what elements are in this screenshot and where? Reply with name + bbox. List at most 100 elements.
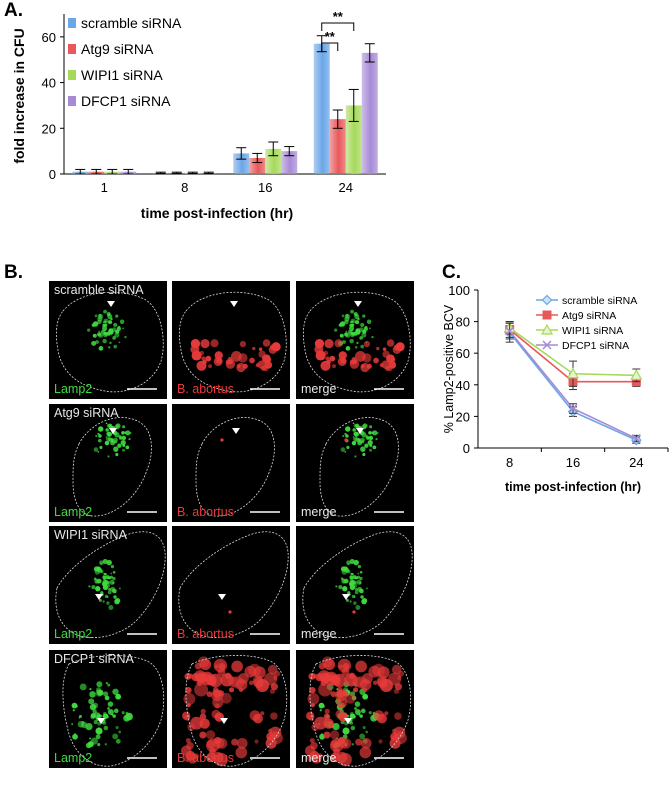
arrowhead-icon bbox=[232, 428, 240, 434]
bar bbox=[281, 151, 298, 174]
marker-diamond bbox=[541, 294, 553, 306]
bacteria-signal bbox=[352, 610, 356, 614]
marker-triangle bbox=[540, 323, 554, 335]
channel-label: merge bbox=[301, 627, 337, 641]
arrowhead-icon bbox=[97, 718, 105, 724]
cell-outline bbox=[185, 655, 288, 767]
cell-outline bbox=[72, 417, 152, 517]
bacteria-signal bbox=[190, 338, 281, 373]
channel-label: B. abortus bbox=[177, 505, 234, 519]
micrograph-merge: merge bbox=[296, 650, 414, 768]
legend-swatch bbox=[68, 44, 76, 54]
x-axis-label: time post-infection (hr) bbox=[141, 205, 293, 221]
significance-label: ** bbox=[325, 29, 336, 44]
y-axis-label: % Lamp2-positive BCV bbox=[442, 304, 456, 433]
channel-label: Lamp2 bbox=[54, 627, 93, 641]
x-tick-label: 16 bbox=[566, 455, 580, 470]
y-axis-label: fold increase in CFU bbox=[11, 28, 27, 163]
panel-label-a: A. bbox=[4, 0, 23, 21]
legend-label: DFCP1 siRNA bbox=[562, 340, 629, 352]
arrowhead-icon bbox=[107, 301, 115, 307]
micrograph-merge: merge bbox=[296, 281, 414, 399]
legend-swatch bbox=[68, 70, 76, 80]
bar bbox=[249, 158, 266, 174]
cell-outline bbox=[178, 291, 287, 393]
micrograph-image bbox=[55, 291, 164, 393]
micrograph-image bbox=[72, 417, 157, 517]
micrograph-lamp2: WIPI1 siRNA Lamp2 bbox=[49, 526, 167, 644]
y-tick-label: 80 bbox=[456, 315, 470, 330]
x-tick-label: 16 bbox=[258, 180, 272, 195]
x-tick-label: 24 bbox=[339, 180, 353, 195]
condition-label: DFCP1 siRNA bbox=[54, 652, 134, 666]
micrograph-image bbox=[319, 417, 404, 517]
marker-x bbox=[631, 433, 641, 444]
bacteria-signal bbox=[220, 438, 224, 442]
legend-swatch bbox=[68, 96, 76, 106]
y-tick-label: 0 bbox=[49, 167, 56, 182]
arrowhead-icon bbox=[95, 594, 103, 600]
marker-x bbox=[505, 326, 515, 336]
micrograph-abortus: B. abortus bbox=[172, 526, 290, 644]
legend-label: DFCP1 siRNA bbox=[81, 93, 171, 109]
cell-outline bbox=[62, 655, 165, 767]
legend-label: WIPI1 siRNA bbox=[562, 325, 623, 337]
channel-label: merge bbox=[301, 751, 337, 765]
significance-label: ** bbox=[333, 9, 344, 24]
marker-triangle bbox=[566, 367, 580, 379]
arrowhead-icon bbox=[344, 718, 352, 724]
micrograph-lamp2: DFCP1 siRNA Lamp2 bbox=[49, 650, 167, 768]
legend-label: WIPI1 siRNA bbox=[81, 67, 163, 83]
bacteria-signal bbox=[344, 438, 348, 442]
marker-x bbox=[568, 403, 578, 414]
cell-outline bbox=[195, 417, 275, 517]
marker-triangle bbox=[630, 369, 643, 380]
bar-chart-cfu: 0 20 40 60 1 8 16 24 ** ** scramble siRNA Atg9 siRN… bbox=[11, 9, 386, 221]
micrograph-image bbox=[302, 291, 411, 393]
cell-outline bbox=[319, 417, 399, 517]
micrograph-abortus: B. abortus bbox=[172, 650, 290, 768]
condition-label: Atg9 siRNA bbox=[54, 406, 119, 420]
y-tick-label: 0 bbox=[463, 441, 470, 456]
micrograph-merge: merge bbox=[296, 526, 414, 644]
condition-label: scramble siRNA bbox=[54, 283, 144, 297]
x-tick-label: 1 bbox=[101, 180, 108, 195]
bar bbox=[265, 148, 282, 174]
bacteria-signal bbox=[314, 338, 405, 373]
x-tick-label: 8 bbox=[181, 180, 188, 195]
micrograph-image bbox=[302, 531, 413, 638]
significance-bracket: ** bbox=[321, 9, 355, 31]
micrograph-image bbox=[195, 417, 280, 517]
channel-label: B. abortus bbox=[177, 627, 234, 641]
bacteria-signal bbox=[228, 610, 232, 614]
cell-outline bbox=[309, 655, 412, 767]
lamp2-signal bbox=[334, 309, 374, 351]
y-tick-label: 40 bbox=[42, 76, 56, 91]
micrograph-lamp2: Atg9 siRNA Lamp2 bbox=[49, 404, 167, 522]
marker-square bbox=[542, 310, 552, 320]
x-tick-label: 24 bbox=[629, 455, 643, 470]
y-tick-label: 60 bbox=[42, 30, 56, 45]
cell-outline bbox=[302, 291, 411, 393]
y-tick-label: 100 bbox=[448, 283, 470, 298]
bacteria-signal bbox=[180, 656, 283, 767]
legend-label: Atg9 siRNA bbox=[562, 310, 616, 322]
legend-label: Atg9 siRNA bbox=[81, 41, 154, 57]
micrograph-lamp2: scramble siRNA Lamp2 bbox=[49, 281, 167, 399]
micrograph-merge: merge bbox=[296, 404, 414, 522]
bar bbox=[329, 119, 346, 174]
arrowhead-icon bbox=[354, 301, 362, 307]
channel-label: Lamp2 bbox=[54, 382, 93, 396]
y-tick-label: 20 bbox=[42, 121, 56, 136]
micrograph-image bbox=[178, 291, 287, 393]
channel-label: B. abortus bbox=[177, 751, 234, 765]
lamp2-signal bbox=[71, 681, 133, 749]
channel-label: Lamp2 bbox=[54, 505, 93, 519]
micrograph-image bbox=[304, 655, 412, 767]
legend-label: scramble siRNA bbox=[562, 295, 637, 307]
bacteria-signal bbox=[304, 656, 407, 767]
micrograph-image bbox=[62, 655, 165, 767]
micrograph-image bbox=[55, 531, 166, 638]
bar bbox=[313, 43, 330, 174]
legend-swatch bbox=[68, 18, 76, 28]
